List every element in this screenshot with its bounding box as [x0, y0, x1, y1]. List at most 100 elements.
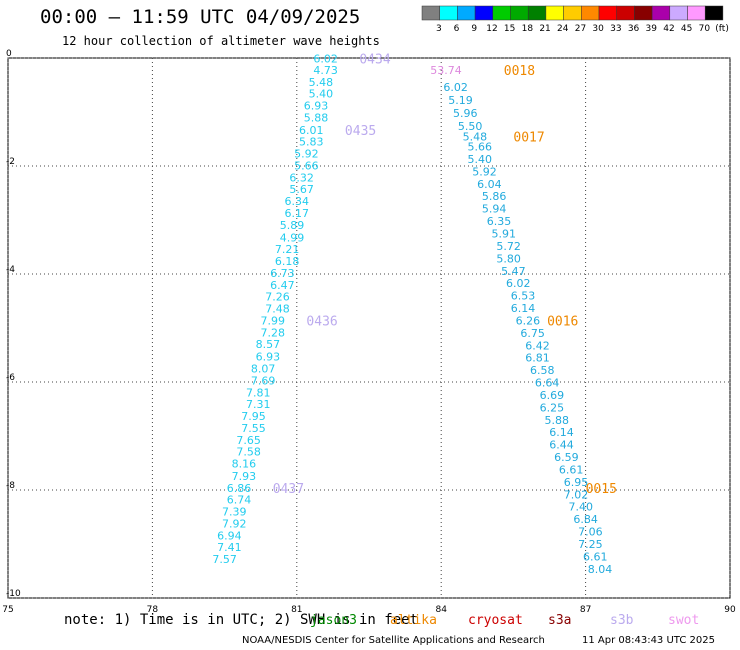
- wave-height-label: 5.88: [304, 111, 329, 124]
- color-scale-label: 45: [681, 24, 692, 34]
- wave-height-label: 5.19: [448, 94, 473, 107]
- pass-time-label: 0436: [306, 314, 337, 329]
- wave-height-label: 7.31: [246, 398, 271, 411]
- wave-height-label: 4.73: [313, 64, 338, 77]
- wave-height-label: 7.39: [222, 506, 247, 519]
- wave-height-label: 5.40: [467, 153, 492, 166]
- wave-height-label: 6.58: [530, 364, 555, 377]
- footer-timestamp: 11 Apr 08:43:43 UTC 2025: [582, 635, 715, 646]
- pass-time-label: 0435: [345, 124, 376, 139]
- pass-time-label: 0015: [586, 482, 617, 497]
- wave-height-label: 7.48: [265, 303, 290, 316]
- wave-height-label: 7.41: [217, 541, 242, 554]
- wave-height-label: 6.93: [256, 351, 281, 364]
- wave-height-label: 6.81: [525, 352, 550, 365]
- y-tick-label: 0: [6, 49, 12, 59]
- wave-height-label: 7.40: [569, 501, 594, 514]
- wave-height-label: 7.06: [578, 526, 603, 539]
- color-scale-swatch: [704, 5, 724, 21]
- wave-height-label: 6.18: [275, 255, 300, 268]
- wave-height-label: 8.04: [588, 563, 613, 576]
- wave-height-label: 7.02: [564, 488, 589, 501]
- wave-height-label: 6.42: [525, 339, 550, 352]
- legend-item-s3a: s3a: [548, 613, 572, 628]
- color-scale-label: 6: [454, 24, 460, 34]
- legend-item-cryosat: cryosat: [468, 613, 523, 628]
- wave-height-label: 5.50: [458, 120, 483, 133]
- x-tick-label: 75: [2, 605, 13, 615]
- wave-height-label: 7.65: [236, 434, 261, 447]
- wave-height-label: 6.64: [535, 377, 560, 390]
- wave-height-label: 6.04: [477, 178, 502, 191]
- wave-height-label: 5.92: [472, 165, 497, 178]
- wave-height-label: 5.47: [501, 265, 526, 278]
- wave-height-label: 7.57: [212, 553, 237, 566]
- wave-height-label: 6.84: [573, 513, 598, 526]
- color-scale-bar: 3 6 9 12 15 18 21 24 27 30 33 36 39 42 45 70 (ft): [421, 5, 729, 34]
- wave-height-label: 5.94: [482, 203, 507, 216]
- pass-time-label: 0437: [273, 482, 304, 497]
- wave-height-label: 7.58: [236, 446, 261, 459]
- color-scale-label: 42: [663, 24, 674, 34]
- wave-height-label: 53.74: [430, 64, 462, 77]
- color-scale-label: 70: [699, 24, 711, 34]
- wave-height-label: 6.35: [487, 215, 512, 228]
- wave-height-label: 5.83: [299, 136, 324, 149]
- wave-height-label: 6.61: [583, 550, 608, 563]
- wave-height-label: 7.28: [260, 326, 285, 339]
- wave-height-label: 6.94: [217, 529, 242, 542]
- wave-height-label: 7.25: [578, 538, 603, 551]
- y-tick-label: -8: [6, 481, 15, 491]
- wave-height-label: 6.59: [554, 451, 579, 464]
- wave-height-label: 6.34: [285, 195, 310, 208]
- wave-height-label: 5.72: [496, 240, 521, 253]
- pass-time-label: 0017: [513, 130, 544, 145]
- legend-item-altika: altika: [390, 613, 437, 628]
- wave-height-label: 5.92: [294, 148, 319, 161]
- color-scale-label: 15: [504, 24, 515, 34]
- color-scale-label: (ft): [715, 24, 729, 34]
- color-scale-label: 3: [436, 24, 442, 34]
- wave-height-label: 8.07: [251, 363, 276, 376]
- wave-height-label: 7.93: [232, 470, 257, 483]
- y-tick-label: -4: [6, 265, 15, 275]
- wave-height-label: 6.74: [227, 494, 252, 507]
- wave-height-label: 5.88: [544, 414, 569, 427]
- wave-height-label: 6.25: [540, 401, 565, 414]
- legend-item-swot: swot: [668, 613, 700, 628]
- wave-height-label: 7.55: [241, 422, 266, 435]
- color-scale-label: 24: [557, 24, 569, 34]
- pass-time-label: 0018: [504, 64, 535, 79]
- wave-height-label: 6.73: [270, 267, 295, 280]
- map-title: 00:00 – 11:59 UTC 04/09/2025: [40, 6, 361, 28]
- wave-height-label: 6.75: [520, 327, 545, 340]
- wave-height-label: 6.86: [227, 482, 252, 495]
- wave-height-label: 7.26: [265, 291, 290, 304]
- wave-height-label: 6.14: [549, 426, 574, 439]
- wave-height-label: 6.69: [540, 389, 565, 402]
- wave-height-label: 6.95: [564, 476, 589, 489]
- color-scale-label: 12: [486, 24, 497, 34]
- wave-height-label: 5.48: [309, 76, 334, 89]
- wave-height-label: 6.02: [313, 53, 338, 66]
- wave-height-label: 7.21: [275, 243, 300, 256]
- pass-time-label: 0016: [547, 314, 578, 329]
- legend-item-s3b: s3b: [610, 613, 634, 628]
- wave-height-label: 4.99: [280, 231, 305, 244]
- wave-height-label: 6.01: [299, 124, 324, 137]
- footer-credit: NOAA/NESDIS Center for Satellite Applica…: [242, 635, 545, 646]
- wave-height-label: 6.14: [511, 302, 536, 315]
- wave-height-label: 6.02: [506, 277, 531, 290]
- color-scale-label: 33: [610, 24, 621, 34]
- x-tick-label: 78: [147, 605, 159, 615]
- wave-height-label: 5.80: [496, 252, 521, 265]
- wave-height-label: 5.89: [280, 219, 305, 232]
- plot-frame: [7, 57, 731, 599]
- wave-height-label: 7.95: [241, 410, 266, 423]
- wave-height-label: 5.66: [294, 159, 319, 172]
- map-subtitle: 12 hour collection of altimeter wave hei…: [62, 34, 380, 48]
- color-scale-label: 21: [539, 24, 550, 34]
- wave-height-label: 5.91: [492, 228, 517, 241]
- wave-height-label: 5.40: [309, 88, 334, 101]
